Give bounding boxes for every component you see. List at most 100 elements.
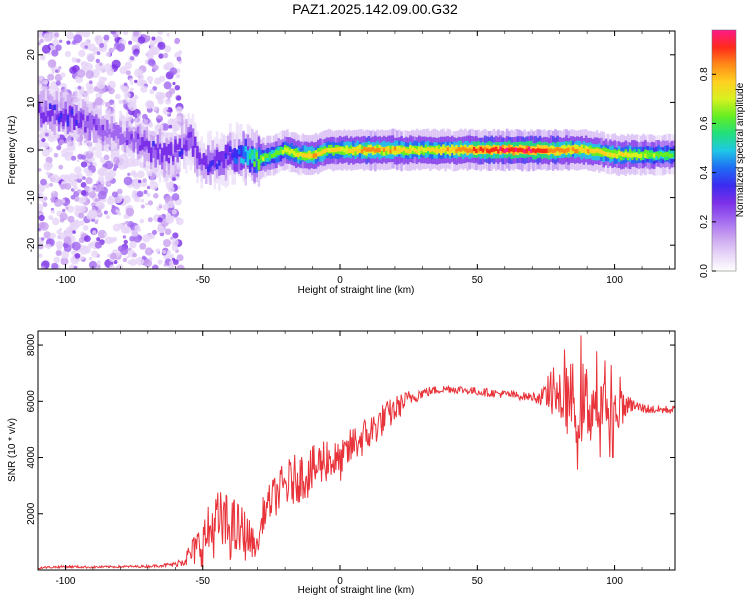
ridge-cell — [167, 144, 171, 156]
ridge-cell — [279, 148, 283, 154]
noise-cell — [174, 39, 180, 45]
noise-cell — [92, 187, 96, 191]
noise-cell — [40, 54, 46, 61]
ridge-cell — [110, 126, 113, 138]
x-tick-label: -100 — [55, 576, 75, 587]
noise-cell — [88, 256, 93, 261]
noise-cell — [58, 66, 62, 70]
noise-cell — [62, 208, 66, 213]
x-tick-label: 0 — [337, 576, 343, 587]
ridge-cell — [341, 147, 344, 152]
noise-cell — [74, 174, 80, 179]
y-tick-label: 6000 — [26, 390, 37, 413]
noise-cell — [49, 183, 53, 187]
noise-cell — [134, 79, 138, 84]
ridge-cell — [431, 147, 434, 152]
ridge-cell — [55, 114, 59, 121]
noise-cell — [38, 42, 41, 46]
noise-cell — [127, 115, 133, 121]
ridge-cell — [519, 147, 522, 152]
noise-cell — [139, 218, 145, 224]
noise-cell — [69, 151, 74, 155]
ridge-cell — [440, 148, 443, 153]
ridge-cell — [650, 152, 654, 157]
noise-cell — [130, 170, 137, 176]
noise-cell — [122, 235, 127, 239]
ridge-cell — [422, 148, 425, 153]
noise-cell — [38, 147, 41, 152]
ridge-cell — [490, 147, 493, 153]
ridge-cell — [176, 150, 179, 162]
noise-cell — [45, 171, 50, 176]
ridge-cell — [420, 146, 423, 151]
noise-cell — [72, 220, 79, 226]
noise-cell — [106, 85, 112, 90]
noise-cell — [83, 225, 89, 231]
ridge-cell — [547, 148, 551, 153]
ridge-cell — [534, 149, 537, 154]
ridge-cell — [664, 152, 667, 157]
noise-cell — [60, 257, 69, 266]
ridge-cell — [633, 152, 636, 157]
x-tick-label: -50 — [196, 275, 211, 286]
noise-cell — [120, 225, 125, 230]
ridge-cell — [229, 153, 232, 165]
ridge-cell — [220, 153, 223, 175]
noise-cell — [126, 255, 130, 259]
ridge-cell — [525, 148, 529, 153]
ridge-cell — [475, 148, 478, 154]
noise-cell — [90, 212, 97, 219]
noise-cell — [88, 190, 96, 199]
noise-cell — [83, 245, 88, 250]
ridge-cell — [229, 146, 232, 152]
ridge-cell — [194, 144, 197, 166]
ridge-cell — [185, 145, 188, 151]
ridge-cell — [321, 149, 324, 154]
ridge-cell — [308, 152, 311, 157]
noise-cell — [78, 205, 86, 213]
ridge-cell — [150, 147, 153, 153]
noise-cell — [163, 263, 168, 267]
ridge-cell — [38, 103, 41, 110]
ridge-cell — [163, 143, 166, 155]
ridge-cell — [224, 144, 228, 156]
ridge-cell — [281, 149, 285, 155]
ridge-cell — [314, 153, 318, 158]
noise-cell — [154, 77, 162, 85]
snr-ticks: -100 -50 0 50 100 2000 4000 6000 8000 — [26, 331, 675, 587]
ridge-cell — [448, 148, 452, 153]
noise-cell — [104, 172, 114, 181]
ridge-cell — [218, 151, 221, 163]
noise-cell — [73, 266, 78, 269]
ridge-cell — [426, 146, 430, 152]
noise-cell — [82, 31, 91, 38]
noise-cell — [50, 196, 56, 202]
noise-cell — [176, 56, 182, 62]
ridge-cell — [49, 103, 52, 109]
noise-cell — [103, 34, 110, 41]
noise-cell — [96, 237, 101, 242]
noise-cell — [152, 64, 159, 71]
noise-cell — [143, 259, 153, 268]
ridge-cell — [466, 148, 469, 153]
noise-cell — [41, 137, 46, 143]
noise-cell — [43, 161, 53, 171]
ridge-cell — [68, 108, 72, 115]
noise-cell — [46, 243, 52, 250]
ridge-cell — [88, 113, 91, 125]
ridge-cell — [413, 148, 417, 153]
ridge-cell — [338, 147, 342, 152]
ridge-cell — [215, 163, 219, 170]
noise-cell — [38, 192, 44, 199]
ridge-cell — [183, 144, 186, 151]
noise-cell — [42, 31, 47, 34]
ridge-cell — [459, 147, 463, 152]
y-tick-label: -10 — [26, 190, 37, 205]
noise-cell — [91, 250, 99, 258]
noise-cell — [168, 88, 176, 95]
ridge-cell — [257, 162, 261, 168]
noise-cell — [98, 202, 105, 210]
noise-cell — [72, 40, 77, 45]
ridge-cell — [145, 140, 149, 147]
colorbar: 0.0 0.2 0.4 0.6 0.8 Normalized spectral ampl… — [699, 29, 746, 278]
